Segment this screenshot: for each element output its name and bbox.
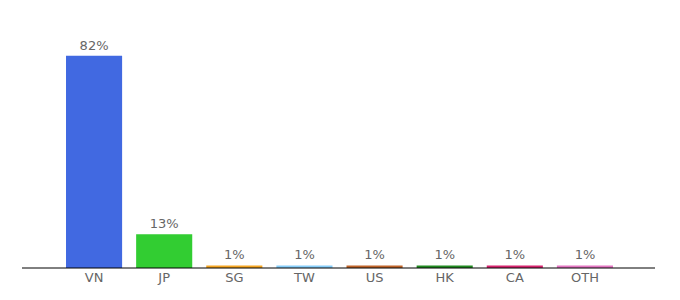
- svg-text:82%: 82%: [80, 38, 109, 53]
- svg-text:1%: 1%: [224, 247, 245, 262]
- svg-text:VN: VN: [85, 270, 104, 285]
- svg-text:1%: 1%: [294, 247, 315, 262]
- svg-text:1%: 1%: [504, 247, 525, 262]
- svg-text:JP: JP: [157, 270, 170, 285]
- svg-text:1%: 1%: [575, 247, 596, 262]
- svg-text:US: US: [366, 270, 384, 285]
- svg-text:13%: 13%: [150, 216, 179, 231]
- svg-text:SG: SG: [225, 270, 243, 285]
- svg-text:1%: 1%: [364, 247, 385, 262]
- svg-text:TW: TW: [293, 270, 315, 285]
- svg-text:HK: HK: [436, 270, 455, 285]
- svg-text:CA: CA: [506, 270, 524, 285]
- svg-text:OTH: OTH: [571, 270, 599, 285]
- svg-text:1%: 1%: [434, 247, 455, 262]
